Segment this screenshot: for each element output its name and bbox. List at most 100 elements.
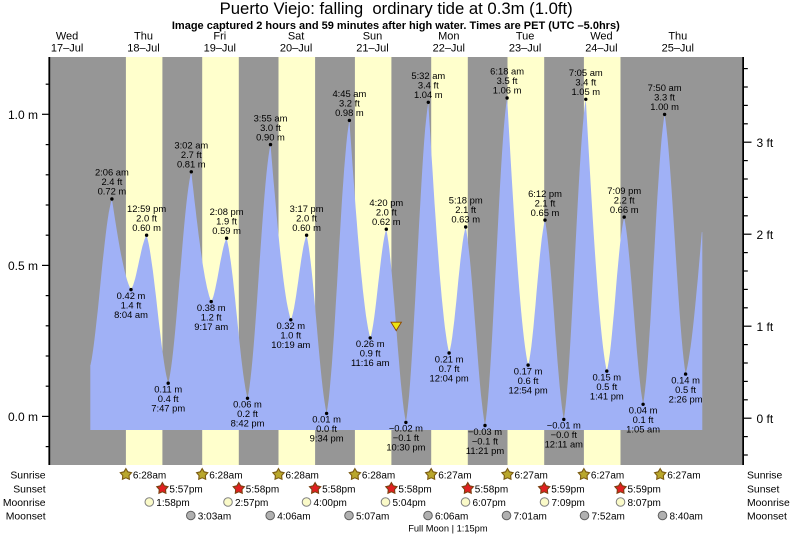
svg-text:19–Jul: 19–Jul [204, 42, 236, 54]
svg-text:Sunrise: Sunrise [10, 470, 45, 481]
svg-text:Image captured 2 hours and 59: Image captured 2 hours and 59 minutes af… [172, 20, 620, 32]
svg-text:20–Jul: 20–Jul [280, 42, 312, 54]
svg-text:0.72 m: 0.72 m [98, 186, 127, 197]
svg-text:5:32 am: 5:32 am [411, 70, 445, 81]
svg-text:11:16 am: 11:16 am [351, 357, 390, 368]
svg-text:−0.02 m: −0.02 m [389, 423, 423, 434]
svg-text:1 ft: 1 ft [757, 320, 774, 334]
svg-text:2.1 ft: 2.1 ft [535, 197, 556, 208]
svg-text:6:27am: 6:27am [515, 471, 548, 482]
svg-text:4:06am: 4:06am [277, 512, 310, 523]
svg-text:8:42 pm: 8:42 pm [231, 418, 265, 429]
svg-text:2:08 pm: 2:08 pm [210, 206, 244, 217]
svg-text:12:54 pm: 12:54 pm [509, 384, 548, 395]
svg-text:21–Jul: 21–Jul [356, 42, 388, 54]
svg-text:−0.03 m: −0.03 m [468, 426, 502, 437]
svg-text:0.38 m: 0.38 m [197, 302, 226, 313]
svg-text:2:06 am: 2:06 am [95, 167, 129, 178]
svg-text:3.2 ft: 3.2 ft [339, 98, 360, 109]
svg-text:0.2 ft: 0.2 ft [237, 408, 258, 419]
svg-text:7:50 am: 7:50 am [648, 82, 682, 93]
svg-text:Moonrise: Moonrise [747, 498, 790, 509]
svg-text:8:07pm: 8:07pm [628, 498, 661, 509]
svg-text:1.0 ft: 1.0 ft [280, 330, 301, 341]
svg-text:5:57pm: 5:57pm [169, 485, 202, 496]
svg-text:3:03am: 3:03am [198, 512, 231, 523]
svg-text:7:09 pm: 7:09 pm [607, 185, 641, 196]
svg-text:0.9 ft: 0.9 ft [360, 348, 381, 359]
svg-text:Wed: Wed [56, 30, 78, 42]
svg-text:5:18 pm: 5:18 pm [449, 195, 483, 206]
svg-text:Full Moon | 1:15pm: Full Moon | 1:15pm [408, 524, 488, 534]
svg-text:0.63 m: 0.63 m [451, 214, 480, 225]
svg-text:Thu: Thu [134, 30, 153, 42]
svg-text:0.60 m: 0.60 m [292, 222, 321, 233]
svg-text:3.0 ft: 3.0 ft [260, 122, 281, 133]
svg-text:0.5 m: 0.5 m [8, 259, 38, 273]
svg-text:2.0 ft: 2.0 ft [136, 212, 157, 223]
svg-text:5:58pm: 5:58pm [398, 485, 431, 496]
svg-text:12:11 am: 12:11 am [545, 439, 584, 450]
svg-text:Sat: Sat [288, 30, 305, 42]
svg-text:6:27am: 6:27am [667, 471, 700, 482]
svg-text:6:27am: 6:27am [438, 471, 471, 482]
svg-text:6:07pm: 6:07pm [473, 498, 506, 509]
svg-text:0 ft: 0 ft [757, 412, 774, 426]
svg-text:0.14 m: 0.14 m [671, 374, 700, 385]
svg-text:0.06 m: 0.06 m [233, 399, 262, 410]
svg-text:0.7 ft: 0.7 ft [439, 363, 460, 374]
svg-text:0.60 m: 0.60 m [132, 222, 161, 233]
svg-text:0.04 m: 0.04 m [629, 405, 658, 416]
svg-text:Wed: Wed [590, 30, 612, 42]
svg-text:1.06 m: 1.06 m [493, 85, 522, 96]
svg-text:0.1 ft: 0.1 ft [633, 414, 654, 425]
svg-text:25–Jul: 25–Jul [662, 42, 694, 54]
svg-text:2 ft: 2 ft [757, 228, 774, 242]
svg-text:3:55 am: 3:55 am [254, 112, 288, 123]
svg-text:Moonset: Moonset [6, 511, 46, 522]
svg-text:0.66 m: 0.66 m [610, 204, 639, 215]
svg-text:5:59pm: 5:59pm [551, 485, 584, 496]
svg-text:6:28am: 6:28am [286, 471, 319, 482]
svg-text:6:28am: 6:28am [209, 471, 242, 482]
svg-text:Moonrise: Moonrise [3, 498, 46, 509]
svg-text:2.0 ft: 2.0 ft [296, 212, 317, 223]
svg-text:6:28am: 6:28am [133, 471, 166, 482]
svg-text:18–Jul: 18–Jul [127, 42, 159, 54]
svg-text:−0.1 ft: −0.1 ft [472, 435, 499, 446]
svg-text:Tue: Tue [516, 30, 535, 42]
svg-text:5:04pm: 5:04pm [393, 498, 426, 509]
svg-text:0.42 m: 0.42 m [117, 290, 146, 301]
svg-text:0.65 m: 0.65 m [531, 207, 560, 218]
svg-text:1.4 ft: 1.4 ft [121, 299, 142, 310]
svg-text:0.81 m: 0.81 m [177, 159, 206, 170]
svg-text:3 ft: 3 ft [757, 136, 774, 150]
svg-text:5:58pm: 5:58pm [322, 485, 355, 496]
svg-text:5:07am: 5:07am [356, 512, 389, 523]
svg-text:0.21 m: 0.21 m [435, 353, 464, 364]
svg-text:3.4 ft: 3.4 ft [575, 77, 596, 88]
svg-text:0.17 m: 0.17 m [514, 365, 543, 376]
svg-text:6:18 am: 6:18 am [490, 66, 524, 77]
svg-text:24–Jul: 24–Jul [585, 42, 617, 54]
svg-text:1.9 ft: 1.9 ft [216, 215, 237, 226]
svg-text:6:28am: 6:28am [362, 471, 395, 482]
svg-text:5:58pm: 5:58pm [246, 485, 279, 496]
svg-text:3:02 am: 3:02 am [174, 140, 208, 151]
svg-text:−0.01 m: −0.01 m [547, 420, 581, 431]
svg-text:1.04 m: 1.04 m [414, 89, 443, 100]
svg-text:0.62 m: 0.62 m [372, 216, 401, 227]
svg-text:Mon: Mon [438, 30, 459, 42]
svg-text:4:45 am: 4:45 am [332, 88, 366, 99]
svg-text:8:40am: 8:40am [670, 512, 703, 523]
svg-text:0.32 m: 0.32 m [276, 320, 305, 331]
svg-text:7:01am: 7:01am [514, 512, 547, 523]
svg-text:0.59 m: 0.59 m [212, 225, 241, 236]
svg-text:0.15 m: 0.15 m [592, 371, 621, 382]
svg-text:1:05 am: 1:05 am [626, 424, 660, 435]
svg-text:5:59pm: 5:59pm [628, 485, 661, 496]
svg-text:10:30 pm: 10:30 pm [386, 442, 425, 453]
svg-text:2.4 ft: 2.4 ft [101, 176, 122, 187]
svg-text:1.0 m: 1.0 m [8, 108, 38, 122]
svg-text:0.26 m: 0.26 m [356, 338, 385, 349]
